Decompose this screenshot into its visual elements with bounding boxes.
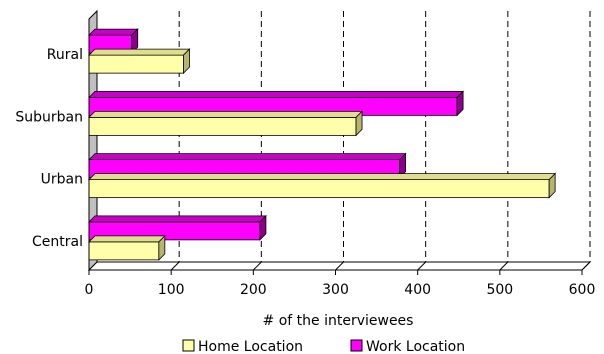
floor-line-100 xyxy=(170,261,180,271)
legend-swatch-work-location xyxy=(350,339,363,352)
bar-home-location-central xyxy=(88,234,166,261)
bar-home-location-rural xyxy=(88,48,191,75)
bar-work-location-urban xyxy=(88,152,407,179)
bar-home-location-central-side xyxy=(158,234,166,261)
x-axis-title: # of the interviewees xyxy=(263,313,414,329)
x-tick-label-400: 400 xyxy=(404,282,431,298)
bar-home-location-urban-front xyxy=(88,179,550,199)
bar-home-location-urban xyxy=(88,172,557,199)
bars xyxy=(88,28,557,261)
bar-home-location-urban-side xyxy=(548,172,556,199)
x-tick-label-500: 500 xyxy=(486,282,513,298)
x-tick-label-600: 600 xyxy=(569,282,596,298)
category-label-urban: Urban xyxy=(41,172,83,188)
bar-home-location-central-top xyxy=(88,235,166,243)
bar-home-location-suburban xyxy=(88,110,364,137)
bar-work-location-central-side xyxy=(259,214,267,241)
x-tick-label-100: 100 xyxy=(158,282,185,298)
bar-work-location-central xyxy=(88,214,267,241)
floor-line-300 xyxy=(335,261,344,271)
legend-label-home-location: Home Location xyxy=(198,339,303,354)
legend-swatch-home-location xyxy=(182,339,195,352)
bar-home-location-rural-front xyxy=(88,54,184,74)
bar-work-location-rural xyxy=(88,28,139,55)
x-tick-label-300: 300 xyxy=(322,282,349,298)
legend-item-home-location: Home Location xyxy=(182,339,303,354)
floor-line-400 xyxy=(417,261,427,271)
bar-work-location-rural-top xyxy=(88,28,139,36)
bar-home-location-central-front xyxy=(88,241,160,261)
legend: Home Location Work Location xyxy=(182,339,465,354)
bar-home-location-suburban-top xyxy=(88,110,364,118)
floor-line-600 xyxy=(581,261,591,271)
category-label-central: Central xyxy=(32,234,83,250)
x-tick-labels: 0 100 200 300 400 500 600 xyxy=(85,282,596,298)
bar-home-location-rural-side xyxy=(183,48,190,75)
category-labels: Central Urban Suburban Rural xyxy=(15,47,83,250)
category-label-rural: Rural xyxy=(47,47,83,63)
floor-line-500 xyxy=(499,261,509,271)
bar-home-location-urban-top xyxy=(88,173,557,181)
bar-work-location-suburban-side xyxy=(456,90,464,117)
legend-label-work-location: Work Location xyxy=(366,339,465,354)
bar-home-location-suburban-front xyxy=(88,116,357,136)
bar-work-location-suburban-top xyxy=(88,90,465,98)
category-label-suburban: Suburban xyxy=(15,109,83,125)
bar-work-location-central-top xyxy=(88,215,267,223)
bar-work-location-urban-top xyxy=(88,153,407,161)
legend-item-work-location: Work Location xyxy=(350,339,465,354)
bar-home-location-suburban-side xyxy=(355,110,363,137)
x-tick-label-0: 0 xyxy=(85,282,94,298)
bar-work-location-urban-side xyxy=(399,152,406,179)
bar-work-location-rural-side xyxy=(131,28,139,55)
floor-line-200 xyxy=(252,261,262,271)
bar-home-location-rural-top xyxy=(88,48,191,56)
axes xyxy=(88,19,583,275)
x-tick-label-200: 200 xyxy=(240,282,267,298)
